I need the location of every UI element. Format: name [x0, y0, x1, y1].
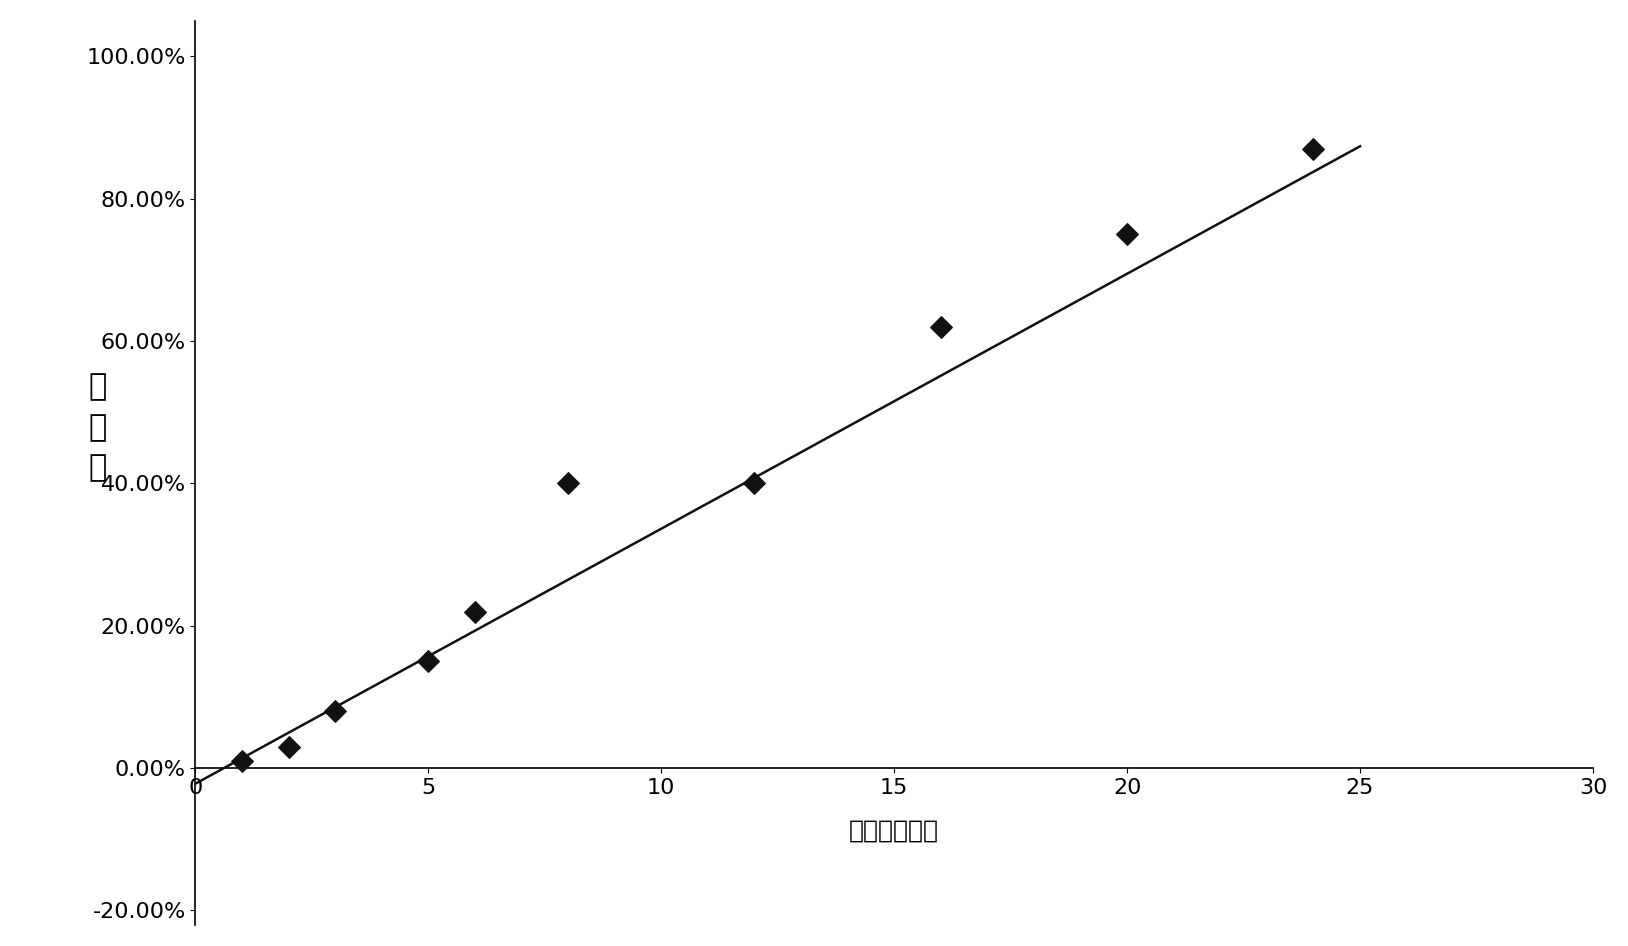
Point — [555, 476, 581, 491]
Text: 释
放
度: 释 放 度 — [88, 373, 107, 482]
Point — [928, 320, 954, 335]
Point — [322, 704, 348, 719]
Point — [415, 654, 441, 669]
Point — [462, 604, 488, 619]
Point — [1301, 141, 1327, 156]
X-axis label: 时间（小时）: 时间（小时） — [850, 818, 939, 843]
Point — [741, 476, 767, 491]
Point — [230, 753, 256, 768]
Point — [275, 739, 301, 754]
Point — [1114, 227, 1140, 242]
